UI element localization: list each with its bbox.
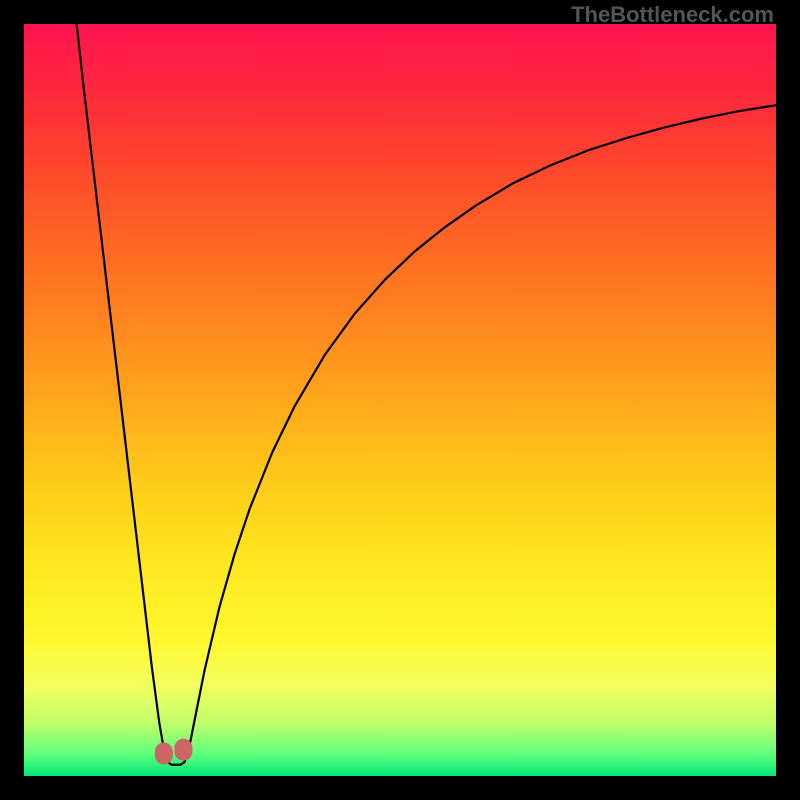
watermark-label: TheBottleneck.com xyxy=(571,2,774,28)
notch-marker-1 xyxy=(174,739,192,761)
chart-container: TheBottleneck.com xyxy=(0,0,800,800)
chart-svg xyxy=(24,24,776,776)
notch-marker-0 xyxy=(155,742,173,764)
bottleneck-curve xyxy=(77,24,776,765)
plot-area xyxy=(24,24,776,776)
